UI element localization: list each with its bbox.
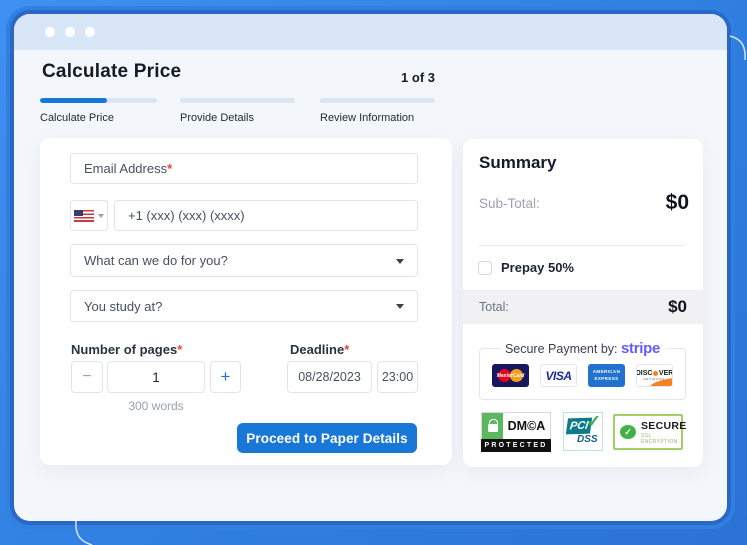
country-code-selector[interactable]	[70, 200, 108, 231]
required-mark: *	[344, 342, 350, 357]
pci-dss-badge: PCI ✓ DSS	[563, 412, 603, 451]
prepay-row: Prepay 50%	[478, 260, 574, 275]
step-label: Provide Details	[180, 112, 254, 124]
window-dot-icon	[45, 27, 55, 37]
progress-bar	[320, 98, 435, 103]
mastercard-orange-circle	[510, 369, 523, 382]
window-titlebar	[14, 14, 727, 50]
dmca-protected-badge: DM©A PROTECTED	[481, 412, 551, 452]
minus-icon: −	[82, 368, 92, 385]
padlock-check-icon: ✓	[620, 421, 636, 439]
service-select-value: What can we do for you?	[84, 253, 228, 268]
us-flag-icon	[74, 209, 94, 222]
visa-logo: VISA	[540, 364, 577, 387]
subtotal-value: $0	[665, 191, 689, 214]
summary-panel: Summary Sub-Total: $0 Prepay 50% Total: …	[463, 139, 703, 467]
mastercard-logo: MasterCard	[492, 364, 529, 387]
caret-down-icon	[396, 258, 404, 264]
secure-payment-box: Secure Payment by: stripe MasterCard VIS…	[479, 340, 686, 400]
email-placeholder: Email Address	[84, 161, 168, 176]
plus-icon: +	[220, 367, 231, 386]
window-dot-icon	[65, 27, 75, 37]
summary-title: Summary	[479, 153, 557, 172]
caret-down-icon	[98, 213, 104, 218]
mastercard-red-circle	[498, 369, 511, 382]
stripe-logo: stripe	[620, 340, 661, 357]
total-value: $0	[668, 297, 687, 316]
pages-increment-button[interactable]: +	[210, 361, 241, 393]
pages-label: Number of pages*	[71, 342, 183, 357]
study-select-value: You study at?	[84, 298, 163, 314]
deadline-date-input[interactable]: 08/28/2023	[287, 361, 372, 393]
tab-review-information[interactable]: Review Information	[320, 98, 435, 124]
pages-decrement-button[interactable]: −	[71, 361, 103, 393]
padlock-icon	[482, 413, 503, 439]
pages-input[interactable]: 1	[107, 361, 205, 393]
phone-field[interactable]: +1 (xxx) (xxx) (xxxx)	[114, 200, 418, 231]
deadline-time-input[interactable]: 23:00	[377, 361, 418, 393]
pages-hint: 300 words	[128, 399, 184, 413]
deadline-label: Deadline*	[290, 342, 350, 357]
email-field[interactable]: Email Address *	[70, 153, 418, 184]
subtotal-row: Sub-Total: $0	[479, 191, 689, 215]
ssl-secure-badge: ✓ SECURE SSL ENCRYPTION	[613, 414, 686, 450]
tab-provide-details[interactable]: Provide Details	[180, 98, 295, 124]
total-row: Total: $0	[463, 290, 703, 324]
price-calculator-form: Email Address * +1 (xxx) (xxx) (xxxx) Wha…	[40, 138, 452, 465]
page-title: Calculate Price	[42, 61, 182, 82]
prepay-label: Prepay 50%	[501, 260, 574, 275]
checkmark-icon: ✓	[586, 412, 601, 431]
prepay-checkbox[interactable]	[478, 260, 492, 275]
caret-down-icon	[396, 304, 404, 309]
step-label: Calculate Price	[40, 112, 114, 124]
amex-logo: AMERICAN EXPRESS	[588, 364, 625, 387]
study-select[interactable]: You study at?	[70, 290, 418, 322]
service-select[interactable]: What can we do for you?	[70, 244, 418, 277]
proceed-button[interactable]: Proceed to Paper Details	[237, 423, 417, 453]
divider	[479, 245, 685, 246]
discover-orange-dot	[652, 370, 659, 377]
payment-logos: MasterCard VISA AMERICAN EXPRESS DISC VER…	[480, 364, 685, 387]
subtotal-label: Sub-Total:	[479, 195, 540, 211]
required-mark: *	[167, 161, 173, 176]
discover-logo: DISC VER NETWORK	[636, 364, 673, 387]
step-indicator: 1 of 3	[401, 70, 435, 85]
progress-bar	[40, 98, 157, 103]
secure-payment-legend: Secure Payment by: stripe	[499, 340, 666, 357]
tab-calculate-price[interactable]: Calculate Price	[40, 98, 157, 124]
phone-placeholder: +1 (xxx) (xxx) (xxxx)	[128, 208, 245, 223]
required-mark: *	[177, 342, 183, 357]
app-window: Calculate Price 1 of 3 Calculate Price P…	[14, 14, 727, 521]
progress-bar	[180, 98, 295, 103]
step-label: Review Information	[320, 112, 415, 124]
progress-fill	[40, 98, 107, 103]
window-controls	[45, 27, 95, 37]
total-label: Total:	[479, 300, 509, 314]
window-dot-icon	[85, 27, 95, 37]
